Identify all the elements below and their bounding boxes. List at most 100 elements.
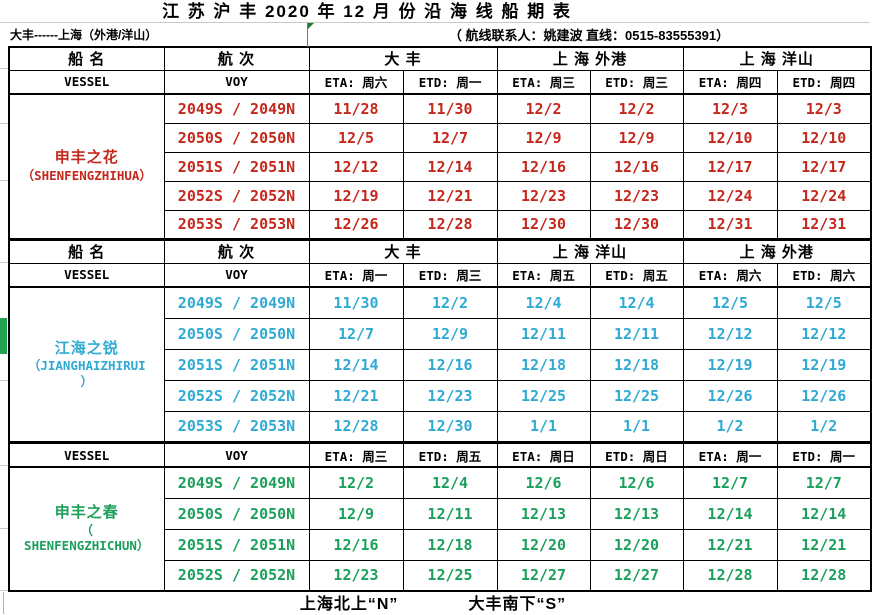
etd-date-cell: 12/4: [589, 286, 684, 319]
schedule-table-3: VESSEL VOY ETA: 周三 ETD: 周五 ETA: 周日 ETD: 周日 ETA…: [8, 442, 872, 592]
header-voy-en: VOY: [163, 69, 310, 95]
route-label: 大丰------上海（外港/洋山）: [8, 23, 308, 47]
eta-date-cell: 11/30: [308, 286, 404, 319]
voyage-cell: 2052S / 2052N: [163, 180, 310, 211]
header-eta-2: ETA: 周三: [496, 69, 591, 95]
contact-cell: （ 航线联系人：姚建波 直线：0515-83555391）: [308, 23, 870, 47]
etd-date-cell: 12/4: [402, 466, 498, 499]
header-eta-4: ETA: 周一: [682, 442, 778, 468]
voyage-cell: 2053S / 2053N: [163, 410, 310, 443]
etd-date-cell: 12/23: [402, 379, 498, 412]
schedule-table-1: 船 名航 次大 丰上 海 外港上 海 洋山 VESSEL VOY ETA: 周六 ETD…: [8, 46, 873, 240]
header-vessel-cn: 船 名: [8, 46, 165, 71]
etd-date-cell: 12/18: [589, 348, 684, 381]
etd-date-cell: 12/30: [402, 410, 498, 443]
etd-date-cell: 12/19: [776, 348, 872, 381]
header-etd-1: ETD: 周三: [402, 262, 498, 288]
header-etd-5: ETD: 周一: [776, 442, 872, 468]
vessel-name-en: ）: [80, 373, 93, 389]
eta-date-cell: 12/27: [496, 559, 591, 592]
gutter-gridline: [0, 590, 8, 591]
gutter-gridline: [0, 528, 8, 529]
eta-date-cell: 12/3: [682, 93, 778, 124]
header-eta-0: ETA: 周三: [308, 442, 404, 468]
etd-date-cell: 12/28: [776, 559, 872, 592]
eta-date-cell: 12/28: [308, 410, 404, 443]
etd-date-cell: 12/12: [776, 317, 872, 350]
voyage-cell: 2049S / 2049N: [163, 93, 310, 124]
vessel-name-en: （JIANGHAIZHIRUI: [27, 358, 146, 374]
eta-date-cell: 12/14: [308, 348, 404, 381]
etd-date-cell: 12/11: [589, 317, 684, 350]
vessel-name-cn: 申丰之花: [54, 149, 119, 167]
etd-date-cell: 12/24: [776, 180, 872, 211]
vessel-name-cell: 申丰之春（SHENFENGZHICHUN）: [8, 466, 165, 592]
eta-date-cell: 12/13: [496, 497, 591, 530]
header-etd-3: ETD: 周日: [589, 442, 684, 468]
eta-date-cell: 12/16: [496, 151, 591, 182]
etd-date-cell: 12/9: [589, 122, 684, 153]
header-etd-3: ETD: 周三: [589, 69, 684, 95]
sheet-content: 江 苏 沪 丰 2020 年 12 月 份 沿 海 线 船 期 表 大丰----…: [8, 0, 873, 615]
header-voy-en: VOY: [163, 262, 310, 288]
header-vessel-en: VESSEL: [8, 69, 165, 95]
gutter-gridline: [0, 123, 8, 124]
eta-date-cell: 12/14: [682, 497, 778, 530]
gutter-gridline: [0, 22, 8, 23]
schedule-table-2: 船 名航 次大 丰上 海 洋山上 海 外港 VESSEL VOY ETA: 周一 ETD…: [8, 239, 873, 443]
etd-date-cell: 1/2: [776, 410, 872, 443]
etd-date-cell: 12/21: [776, 528, 872, 561]
voyage-cell: 2052S / 2052N: [163, 379, 310, 412]
eta-date-cell: 12/16: [308, 528, 404, 561]
header-eta-4: ETA: 周六: [682, 262, 778, 288]
vessel-name-en: （SHENFENGZHIHUA）: [21, 168, 152, 184]
eta-date-cell: 12/4: [496, 286, 591, 319]
etd-date-cell: 12/14: [776, 497, 872, 530]
footer-north-label: 上海北上“N”: [299, 596, 399, 613]
etd-date-cell: 12/2: [402, 286, 498, 319]
gutter-gridline: [0, 180, 8, 181]
etd-date-cell: 12/25: [402, 559, 498, 592]
eta-date-cell: 12/21: [308, 379, 404, 412]
eta-date-cell: 12/10: [682, 122, 778, 153]
etd-date-cell: 12/31: [776, 209, 872, 240]
eta-date-cell: 12/19: [682, 348, 778, 381]
eta-date-cell: 12/19: [308, 180, 404, 211]
vessel-name-en: SHENFENGZHICHUN）: [24, 538, 150, 554]
header-port-3: 上 海 洋山: [682, 46, 872, 71]
etd-date-cell: 12/26: [776, 379, 872, 412]
etd-date-cell: 12/18: [402, 528, 498, 561]
eta-date-cell: 1/1: [496, 410, 591, 443]
etd-date-cell: 12/17: [776, 151, 872, 182]
header-port-1: 大 丰: [308, 239, 498, 264]
voyage-cell: 2051S / 2051N: [163, 151, 310, 182]
etd-date-cell: 12/16: [589, 151, 684, 182]
etd-date-cell: 12/2: [589, 93, 684, 124]
etd-date-cell: 12/5: [776, 286, 872, 319]
etd-date-cell: 12/7: [776, 466, 872, 499]
eta-date-cell: 1/2: [682, 410, 778, 443]
voyage-cell: 2053S / 2053N: [163, 209, 310, 240]
etd-date-cell: 12/27: [589, 559, 684, 592]
header-eta-0: ETA: 周六: [308, 69, 404, 95]
row-gutter: [0, 0, 8, 615]
eta-date-cell: 12/7: [308, 317, 404, 350]
header-eta-0: ETA: 周一: [308, 262, 404, 288]
eta-date-cell: 11/28: [308, 93, 404, 124]
header-eta-2: ETA: 周五: [496, 262, 591, 288]
header-port-2: 上 海 洋山: [496, 239, 684, 264]
eta-date-cell: 12/2: [308, 466, 404, 499]
eta-date-cell: 12/24: [682, 180, 778, 211]
etd-date-cell: 12/30: [589, 209, 684, 240]
gutter-pink-line: [3, 592, 4, 614]
gutter-gridline: [0, 68, 8, 69]
vessel-name-cn: 江海之锐: [54, 339, 119, 357]
voyage-cell: 2050S / 2050N: [163, 122, 310, 153]
header-eta-2: ETA: 周日: [496, 442, 591, 468]
eta-date-cell: 12/26: [308, 209, 404, 240]
etd-date-cell: 12/23: [589, 180, 684, 211]
eta-date-cell: 12/9: [496, 122, 591, 153]
voyage-cell: 2050S / 2050N: [163, 317, 310, 350]
eta-date-cell: 12/23: [496, 180, 591, 211]
header-etd-5: ETD: 周四: [776, 69, 872, 95]
